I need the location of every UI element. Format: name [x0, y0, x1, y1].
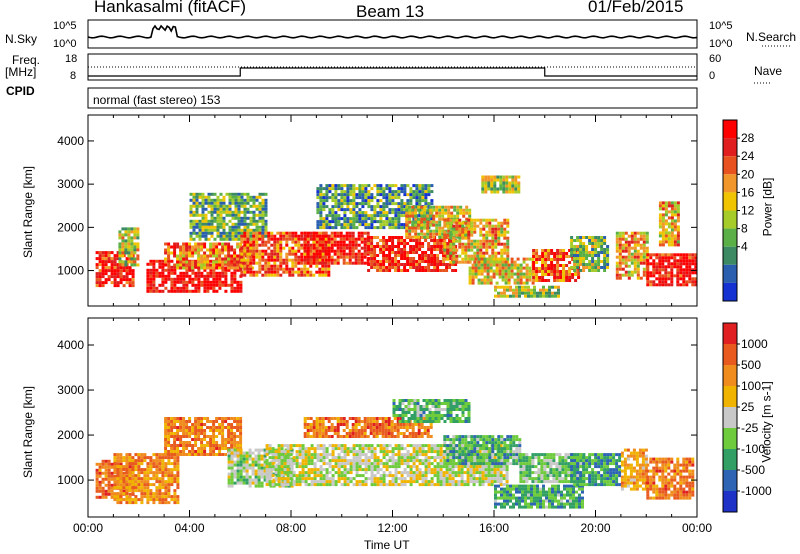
nsky-label: N.Sky	[5, 32, 38, 46]
velocity-colorbar-label: 1000	[741, 337, 768, 351]
power-colorbar-segment	[723, 246, 737, 265]
power-colorbar-segment	[723, 210, 737, 229]
freq-label: Freq.	[12, 53, 41, 67]
velocity-colorbar-segment	[723, 365, 737, 386]
velocity-colorbar-label: 25	[741, 400, 755, 414]
velocity-colorbar-segment	[723, 491, 737, 512]
velocity-colorbar-segment	[723, 386, 737, 407]
power-colorbar-label: 12	[741, 204, 755, 218]
power-colorbar-segment	[723, 264, 737, 283]
nave-tick-high: 60	[709, 53, 722, 65]
date-title: 01/Feb/2015	[588, 0, 684, 16]
velocity-colorbar-segment	[723, 449, 737, 470]
freq-unit: [MHz]	[5, 65, 37, 79]
cpid-label: CPID	[6, 84, 35, 98]
velocity-colorbar-label: -25	[741, 421, 759, 435]
velocity-colorbar-label: 500	[741, 358, 761, 372]
xtick-label: 16:00	[479, 521, 509, 535]
xtick-label: 08:00	[276, 521, 306, 535]
velocity-colorbar-label: -100	[741, 442, 765, 456]
velocity-colorbar-segment	[723, 470, 737, 491]
power-ytick-label: 1000	[57, 264, 84, 278]
nsearch-tick-low: 10^0	[709, 38, 733, 50]
velocity-colorbar-frame	[722, 322, 738, 513]
velocity-colorbar-segment	[723, 428, 737, 449]
xtick-label: 00:00	[73, 521, 103, 535]
nsky-tick-low: 10^0	[53, 38, 77, 50]
xtick-label: 20:00	[580, 521, 610, 535]
velocity-colorbar-label: -500	[741, 463, 765, 477]
power-ytick-label: 3000	[57, 177, 84, 191]
velocity-colorbar-label: 100	[741, 379, 761, 393]
velocity-colorbar-segment	[723, 407, 737, 428]
velocity-colorbar-segment	[723, 323, 737, 344]
cpid-text: normal (fast stereo) 153	[93, 93, 221, 107]
power-colorbar-label: 8	[741, 222, 748, 236]
velocity-colorbar-label: -1000	[741, 484, 772, 498]
nsearch-tick-high: 10^5	[709, 20, 733, 32]
velocity-ytick-label: 1000	[57, 473, 84, 487]
x-axis-label: Time UT	[364, 538, 410, 552]
beam-title: Beam 13	[356, 2, 425, 21]
xtick-label: 00:00	[682, 521, 712, 535]
power-colorbar-segment	[723, 228, 737, 247]
freq-tick-high: 18	[65, 53, 78, 65]
xtick-label: 12:00	[377, 521, 407, 535]
power-colorbar-segment	[723, 174, 737, 193]
power-colorbar-segment	[723, 156, 737, 175]
velocity-ytick-label: 4000	[57, 338, 84, 352]
nsky-tick-high: 10^5	[53, 20, 77, 32]
nave-tick-low: 0	[709, 70, 716, 82]
velocity-colorbar-segment	[723, 344, 737, 365]
nave-label: Nave	[754, 64, 783, 78]
freq-tick-low: 8	[70, 70, 77, 82]
power-ytick-label: 2000	[57, 220, 84, 234]
power-colorbar-label: 16	[741, 185, 755, 199]
cpid-panel	[87, 87, 698, 109]
nsky-panel	[87, 19, 698, 49]
nsearch-label: N.Search	[746, 30, 797, 44]
power-colorbar-segment	[723, 282, 737, 301]
nsky-trace	[87, 24, 698, 39]
xtick-label: 04:00	[174, 521, 204, 535]
power-colorbar-label: 28	[741, 131, 755, 145]
power-colorbar-segment	[723, 192, 737, 211]
velocity-ytick-label: 3000	[57, 383, 84, 397]
power-colorbar-label: 4	[741, 240, 748, 254]
power-colorbar-segment	[723, 120, 737, 139]
velocity-ytick-label: 2000	[57, 428, 84, 442]
nave-trace	[88, 67, 697, 77]
power-colorbar-label: 20	[741, 167, 755, 181]
power-colorbar-segment	[723, 138, 737, 157]
power-colorbar-label: 24	[741, 149, 755, 163]
power-ytick-label: 4000	[57, 134, 84, 148]
station-title: Hankasalmi (fitACF)	[94, 0, 247, 16]
